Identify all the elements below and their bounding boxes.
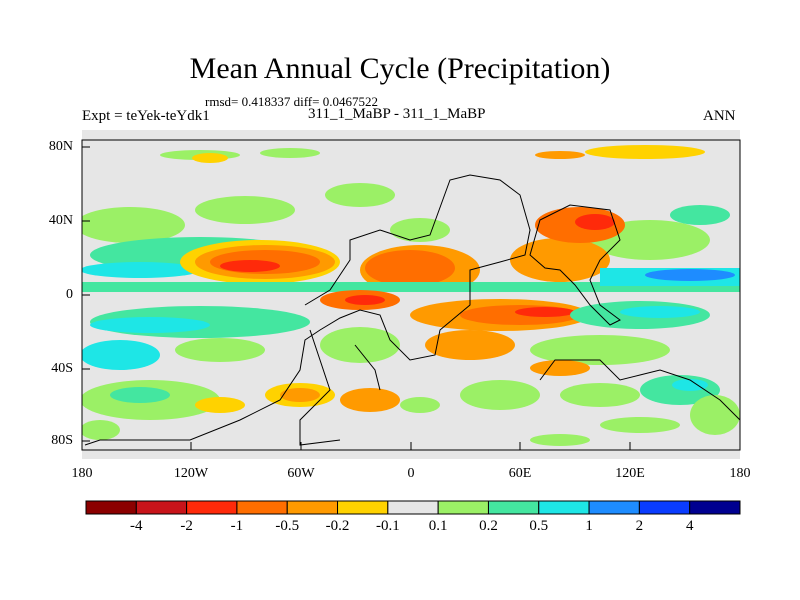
colorbar-swatch bbox=[236, 500, 288, 515]
lat-label-0: 0 bbox=[66, 287, 73, 302]
colorbar-swatch bbox=[286, 500, 339, 515]
colorbar-label: 1 bbox=[585, 518, 593, 534]
colorbar-label: -1 bbox=[230, 518, 244, 534]
colorbar-swatch bbox=[85, 500, 137, 515]
colorbar-swatch bbox=[186, 500, 238, 515]
coastlines bbox=[84, 174, 741, 446]
colorbar-label: 4 bbox=[685, 518, 694, 534]
colorbar-swatch bbox=[387, 500, 439, 515]
lon-label-180w: 180 bbox=[71, 466, 93, 481]
case-label: 311_1_MaBP - 311_1_MaBP bbox=[308, 106, 486, 122]
lon-label-120e: 120E bbox=[615, 466, 645, 481]
colorbar-label: 2 bbox=[635, 518, 644, 534]
axis-ticks bbox=[81, 146, 741, 450]
lon-label-120w: 120W bbox=[173, 466, 209, 481]
colorbar bbox=[85, 500, 741, 515]
colorbar-label: -0.2 bbox=[325, 518, 350, 534]
season-label: ANN bbox=[703, 108, 736, 124]
colorbar-label: 0.1 bbox=[428, 518, 448, 534]
colorbar-swatch bbox=[588, 500, 640, 515]
rmsd-diff-stats: rmsd= 0.418337 diff= 0.0467522 bbox=[205, 94, 378, 109]
lon-label-0: 0 bbox=[407, 466, 415, 481]
colorbar-swatch bbox=[135, 500, 188, 515]
lat-label-40s: 40S bbox=[51, 361, 73, 376]
colorbar-label: -2 bbox=[180, 518, 193, 534]
experiment-label: Expt = teYek-teYdk1 bbox=[82, 108, 210, 124]
colorbar-label: -0.1 bbox=[375, 518, 400, 534]
lat-label-40n: 40N bbox=[48, 213, 73, 228]
colorbar-label: -4 bbox=[130, 518, 143, 534]
colorbar-swatch bbox=[337, 500, 389, 515]
colorbar-swatch bbox=[538, 500, 590, 515]
lon-label-180e: 180 bbox=[729, 466, 751, 481]
precip-field bbox=[82, 130, 740, 459]
lat-label-80s: 80S bbox=[51, 433, 73, 448]
colorbar-swatch bbox=[437, 500, 489, 515]
colorbar-swatch bbox=[487, 500, 540, 515]
colorbar-swatch bbox=[638, 500, 691, 515]
lon-label-60w: 60W bbox=[287, 466, 315, 481]
lon-label-60e: 60E bbox=[508, 466, 532, 481]
colorbar-label: 0.2 bbox=[479, 518, 498, 534]
colorbar-label: -0.5 bbox=[275, 518, 300, 534]
plot-title: Mean Annual Cycle (Precipitation) bbox=[189, 52, 611, 85]
colorbar-swatch bbox=[689, 500, 741, 515]
colorbar-label: 0.5 bbox=[529, 518, 549, 534]
lat-label-80n: 80N bbox=[48, 139, 73, 154]
